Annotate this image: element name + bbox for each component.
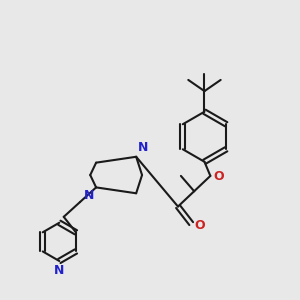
Text: O: O — [194, 219, 205, 232]
Text: N: N — [54, 264, 64, 277]
Text: N: N — [84, 189, 94, 202]
Text: N: N — [138, 141, 148, 154]
Text: O: O — [213, 170, 224, 183]
